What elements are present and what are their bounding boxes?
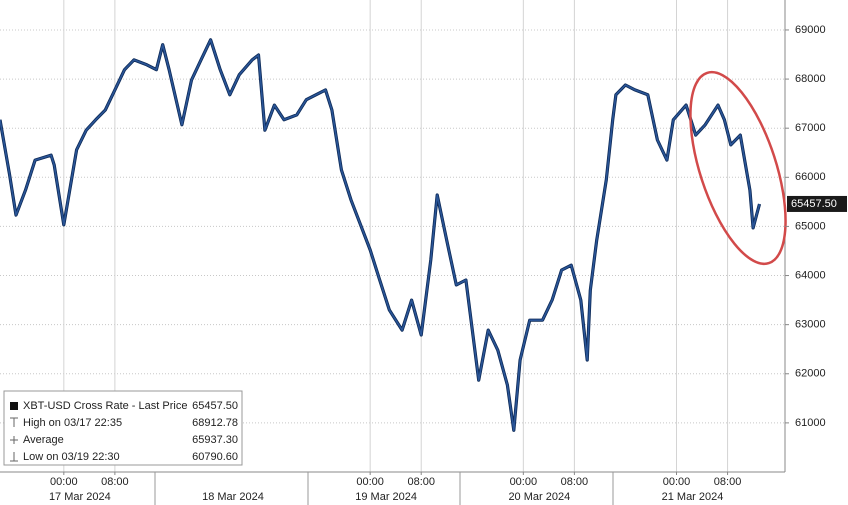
date-label: 17 Mar 2024 <box>49 491 111 503</box>
y-tick-label: 62000 <box>795 368 826 380</box>
x-tick-label: 08:00 <box>101 476 129 488</box>
x-tick-label: 00:00 <box>50 476 78 488</box>
last-price-box <box>787 195 847 212</box>
x-tick-label: 08:00 <box>407 476 435 488</box>
y-tick-label: 69000 <box>795 24 826 36</box>
y-tick-label: 68000 <box>795 73 826 85</box>
date-label: 21 Mar 2024 <box>662 491 724 503</box>
legend-label: XBT-USD Cross Rate - Last Price <box>23 400 187 412</box>
y-tick-label: 67000 <box>795 122 826 134</box>
legend: XBT-USD Cross Rate - Last Price 65457.50… <box>3 390 243 466</box>
legend-label: Average <box>23 434 64 446</box>
x-tick-label: 08:00 <box>714 476 742 488</box>
legend-label: Low on 03/19 22:30 <box>23 451 120 463</box>
x-tick-label: 00:00 <box>663 476 691 488</box>
legend-value: 68912.78 <box>192 417 238 429</box>
legend-icon <box>10 452 18 462</box>
day-separators <box>154 472 614 505</box>
series-line <box>0 39 761 432</box>
legend-icon <box>10 436 18 444</box>
y-tick-label: 65000 <box>795 220 826 232</box>
y-tick-label: 61000 <box>795 417 826 429</box>
date-label: 20 Mar 2024 <box>508 491 570 503</box>
y-tick-label: 66000 <box>795 171 826 183</box>
legend-label: High on 03/17 22:35 <box>23 417 122 429</box>
date-label: 19 Mar 2024 <box>355 491 417 503</box>
highlight-ellipse <box>689 70 787 266</box>
date-label: 18 Mar 2024 <box>202 491 264 503</box>
legend-value: 65457.50 <box>192 400 238 412</box>
legend-box <box>3 390 243 466</box>
legend-icon <box>10 417 18 427</box>
legend-value: 60790.60 <box>192 451 238 463</box>
last-price-label: 65457.50 <box>791 198 837 210</box>
x-tick-label: 00:00 <box>510 476 538 488</box>
plot <box>0 38 762 432</box>
x-tick-label: 00:00 <box>356 476 384 488</box>
legend-swatch <box>10 402 18 410</box>
axes: 61000 62000 63000 64000 65000 66000 67000 68000… <box>49 24 847 503</box>
y-tick-label: 64000 <box>795 269 826 281</box>
x-tick-label: 08:00 <box>561 476 589 488</box>
y-tick-label: 63000 <box>795 319 826 331</box>
legend-value: 65937.30 <box>192 434 238 446</box>
